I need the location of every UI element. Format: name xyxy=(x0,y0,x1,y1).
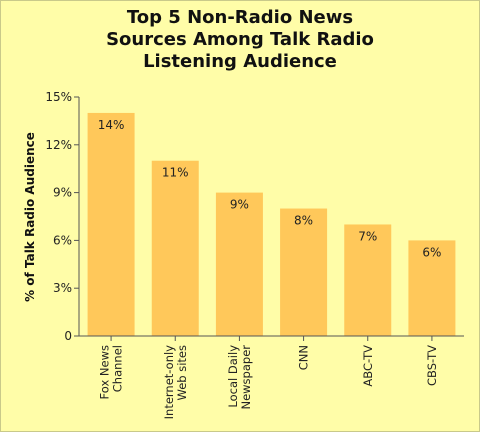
x-axis: Fox News Channel Internet-only Web sites Loc… xyxy=(79,335,464,420)
bars-group: 14% 11% 9% 8% 7% 6% xyxy=(87,112,456,336)
y-axis-label: % of Talk Radio Audience xyxy=(23,132,37,302)
bar-value-label: 6% xyxy=(422,245,441,259)
bar-value-label: 8% xyxy=(294,214,313,228)
bar xyxy=(344,224,392,336)
chart-title-line-2: Sources Among Talk Radio xyxy=(106,29,374,50)
x-tick-label: Local Daily Newspaper xyxy=(226,345,253,410)
x-tick-label-line: CBS-TV xyxy=(425,345,439,386)
x-tick-label: Internet-only Web sites xyxy=(162,345,189,420)
bar-value-label: 9% xyxy=(230,198,249,212)
y-tick-label: 9% xyxy=(53,186,72,200)
y-tick-label: 6% xyxy=(53,233,72,247)
y-tick-label: 3% xyxy=(53,281,72,295)
x-tick-label-line: Web sites xyxy=(175,345,189,401)
y-tick-label: 15% xyxy=(45,90,72,104)
bar xyxy=(87,112,135,336)
x-tick-label: CBS-TV xyxy=(425,345,439,386)
bar-value-label: 11% xyxy=(162,166,189,180)
x-tick-label-line: CNN xyxy=(297,345,311,370)
bar xyxy=(280,208,328,336)
x-tick-label-line: Channel xyxy=(111,345,125,392)
bar xyxy=(408,240,456,336)
y-tick-label: 0 xyxy=(64,329,72,343)
bar xyxy=(151,160,199,336)
chart-title-line-1: Top 5 Non-Radio News xyxy=(126,7,354,28)
x-tick-label: Fox News Channel xyxy=(98,345,125,399)
bar-value-label: 14% xyxy=(98,118,125,132)
x-tick-label: ABC-TV xyxy=(361,345,375,387)
x-tick-label-line: ABC-TV xyxy=(361,345,375,387)
chart-title-line-3: Listening Audience xyxy=(143,51,337,72)
x-tick-label-line: Fox News xyxy=(98,345,112,399)
x-tick-label-line: Internet-only xyxy=(162,345,176,420)
x-tick-label-line: Local Daily xyxy=(226,345,240,408)
y-tick-label: 12% xyxy=(45,138,72,152)
y-axis: 0 3% 6% 9% 12% 15% xyxy=(45,90,80,343)
x-tick-label-line: Newspaper xyxy=(239,345,253,410)
bar-value-label: 7% xyxy=(358,229,377,243)
x-tick-label: CNN xyxy=(297,345,311,370)
bar xyxy=(215,192,263,336)
